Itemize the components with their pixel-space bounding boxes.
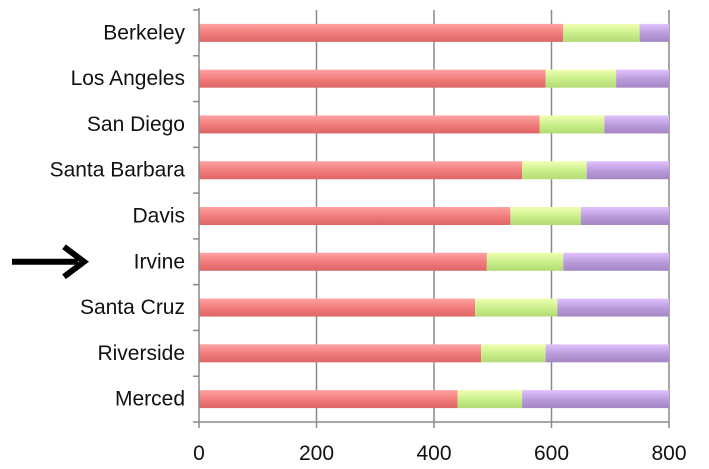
x-tick-label-0: 0: [193, 442, 205, 465]
category-label-santa-barbara: Santa Barbara: [50, 159, 186, 182]
bar-los-angeles-segment-2: [545, 69, 617, 88]
bar-berkeley-segment-3: [639, 23, 669, 42]
bar-irvine-segment-2: [486, 252, 564, 271]
category-label-irvine: Irvine: [134, 250, 185, 273]
bar-davis-segment-1: [199, 207, 511, 225]
category-label-riverside: Riverside: [97, 342, 185, 365]
x-tick-labels: 0 200 400 600 800: [193, 442, 686, 465]
category-label-merced: Merced: [115, 388, 185, 411]
category-label-berkeley: Berkeley: [103, 21, 185, 44]
annotation: [12, 244, 89, 280]
bar-irvine-segment-1: [199, 252, 487, 271]
bar-santa-barbara-segment-3: [586, 161, 669, 180]
bar-riverside-segment-3: [545, 344, 669, 363]
x-tick-label-800: 800: [651, 442, 686, 465]
bar-irvine-segment-3: [563, 252, 669, 271]
category-labels: Berkeley Los Angeles San Diego Santa Barbar…: [50, 21, 186, 410]
bar-davis-segment-2: [510, 207, 581, 225]
category-label-santa-cruz: Santa Cruz: [80, 296, 185, 319]
bar-davis-segment-3: [580, 207, 669, 225]
bar-santa-cruz-segment-1: [199, 298, 476, 317]
bar-san-diego-segment-3: [604, 115, 669, 134]
bar-series: [199, 23, 669, 409]
bar-berkeley-segment-2: [563, 23, 640, 42]
bar-santa-barbara-segment-1: [199, 161, 523, 180]
category-label-los-angeles: Los Angeles: [71, 67, 185, 90]
bar-los-angeles-segment-3: [616, 69, 669, 88]
right-arrow-icon: [12, 244, 89, 280]
bar-san-diego-segment-2: [539, 115, 605, 134]
bar-santa-barbara-segment-2: [522, 161, 587, 180]
bar-riverside-segment-2: [481, 344, 546, 363]
category-label-davis: Davis: [132, 205, 185, 228]
x-tick-label-200: 200: [299, 442, 334, 465]
bar-berkeley-segment-1: [199, 23, 564, 42]
bar-santa-cruz-segment-2: [475, 298, 558, 317]
bar-merced-segment-3: [522, 390, 669, 409]
bar-merced-segment-1: [199, 390, 458, 409]
x-tick-label-600: 600: [534, 442, 569, 465]
bar-los-angeles-segment-1: [199, 69, 546, 88]
bar-riverside-segment-1: [199, 344, 481, 363]
bar-santa-cruz-segment-3: [557, 298, 669, 317]
bar-san-diego-segment-1: [199, 115, 540, 134]
x-tick-label-400: 400: [416, 442, 451, 465]
bar-merced-segment-2: [457, 390, 523, 409]
category-label-san-diego: San Diego: [87, 113, 185, 136]
axes: [193, 8, 670, 428]
